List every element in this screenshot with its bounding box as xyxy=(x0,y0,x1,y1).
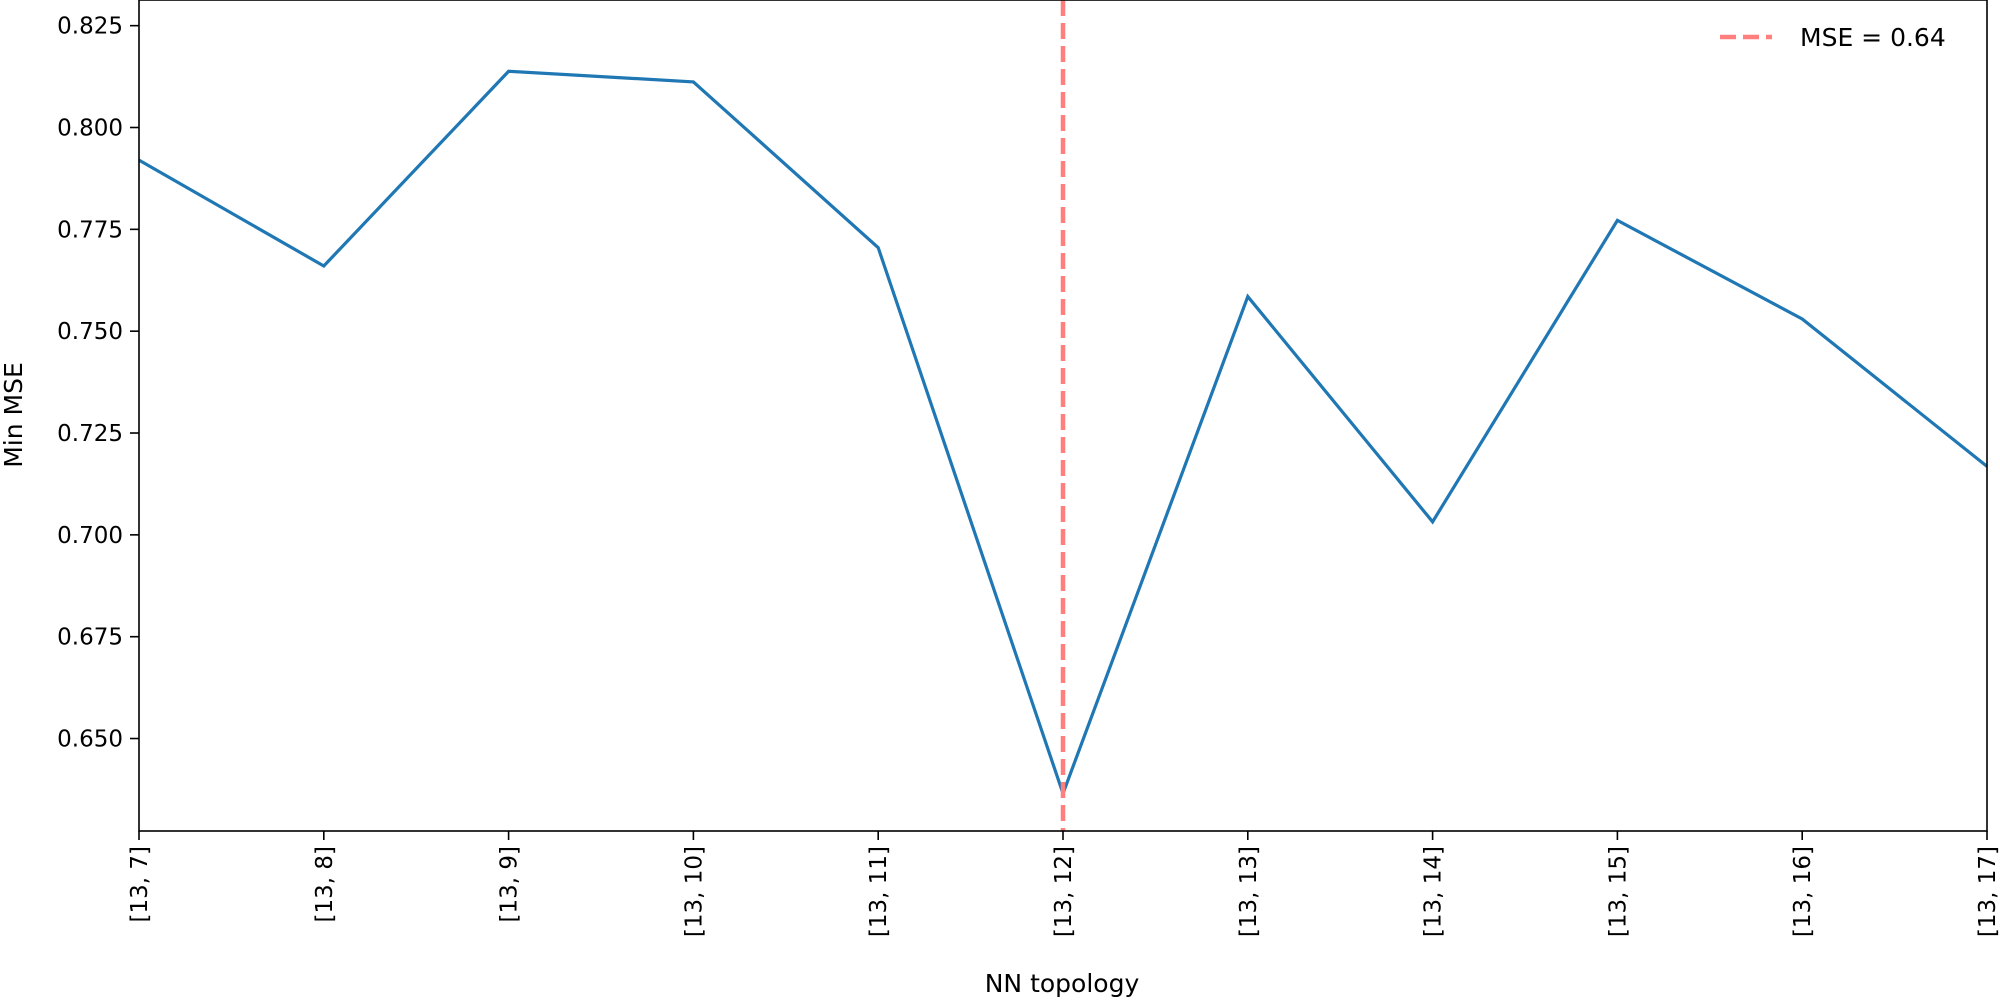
y-tick-label: 0.750 xyxy=(57,319,123,345)
x-tick-label: [13, 8] xyxy=(312,846,338,922)
x-axis-title: NN topology xyxy=(985,969,1140,998)
x-tick-label: [13, 13] xyxy=(1236,846,1262,937)
x-tick-label: [13, 17] xyxy=(1975,846,2000,937)
y-tick-label: 0.800 xyxy=(57,116,123,142)
plot-frame xyxy=(138,0,1988,832)
x-tick-label: [13, 9] xyxy=(497,846,523,922)
y-tick-label: 0.825 xyxy=(57,14,123,40)
legend: MSE = 0.64 xyxy=(1720,23,1946,52)
x-tick-label: [13, 12] xyxy=(1051,846,1077,937)
x-tick-label: [13, 7] xyxy=(127,846,153,922)
y-tick-label: 0.775 xyxy=(57,217,123,243)
x-tick-label: [13, 10] xyxy=(681,846,707,937)
x-tick-label: [13, 16] xyxy=(1790,846,1816,937)
y-tick-label: 0.700 xyxy=(57,523,123,549)
x-tick-label: [13, 11] xyxy=(866,846,892,937)
x-tick-label: [13, 14] xyxy=(1421,846,1447,937)
y-tick-label: 0.650 xyxy=(57,727,123,753)
y-axis-title: Min MSE xyxy=(0,362,28,468)
x-tick-label: [13, 15] xyxy=(1605,846,1631,937)
legend-label: MSE = 0.64 xyxy=(1800,23,1946,52)
x-axis-ticks: [13, 7] [13, 8] [13, 9] [13, 10] [13, 11] [13… xyxy=(127,831,2000,937)
y-tick-label: 0.675 xyxy=(57,625,123,651)
y-tick-label: 0.725 xyxy=(57,421,123,447)
y-axis-ticks: 0.650 0.675 0.700 0.725 0.750 0.775 0.800 0.825 xyxy=(57,14,139,753)
